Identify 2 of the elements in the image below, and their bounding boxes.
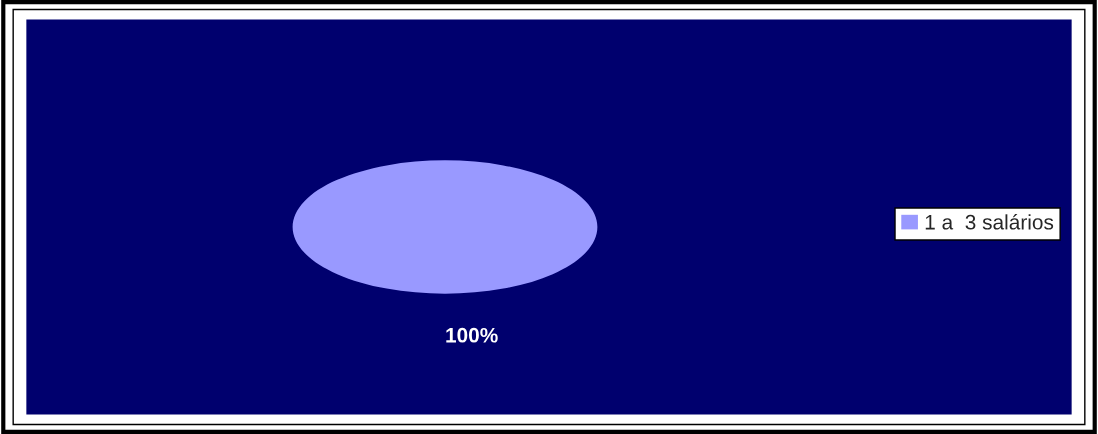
legend-label: 1 a 3 salários: [925, 214, 1054, 230]
data-label: 100%: [446, 327, 498, 343]
